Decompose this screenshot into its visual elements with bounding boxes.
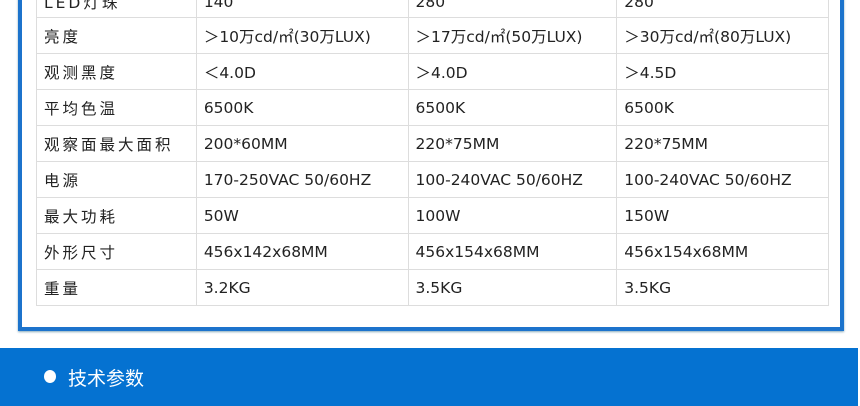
cell-value: 6500K <box>195 89 409 126</box>
spec-table: LED灯珠 140 280 280 亮度 ＞10万cd/㎡(30万LUX) ＞17万cd/㎡… <box>36 0 829 306</box>
cell-value: 150W <box>616 197 829 234</box>
table-row: 最大功耗 50W 100W 150W <box>36 197 829 234</box>
cell-value: 100-240VAC 50/60HZ <box>407 161 618 198</box>
table-row: 观察面最大面积 200*60MM 220*75MM 220*75MM <box>36 125 829 162</box>
cell-value: ＞30万cd/㎡(80万LUX) <box>616 17 829 54</box>
table-row: 外形尺寸 456x142x68MM 456x154x68MM 456x154x68MM <box>36 233 829 270</box>
cell-value: 170-250VAC 50/60HZ <box>195 161 409 198</box>
cell-value: 50W <box>195 197 409 234</box>
row-label: LED灯珠 <box>36 0 197 18</box>
table-row: 亮度 ＞10万cd/㎡(30万LUX) ＞17万cd/㎡(50万LUX) ＞30万cd… <box>36 17 829 54</box>
table-row: 重量 3.2KG 3.5KG 3.5KG <box>36 269 829 306</box>
row-label: 平均色温 <box>36 89 197 126</box>
table-row: LED灯珠 140 280 280 <box>36 0 829 18</box>
row-label: 最大功耗 <box>36 197 197 234</box>
cell-value: 280 <box>616 0 829 18</box>
cell-value: 456x142x68MM <box>195 233 409 270</box>
row-label: 观测黑度 <box>36 53 197 90</box>
cell-value: 100W <box>407 197 618 234</box>
cell-value: 100-240VAC 50/60HZ <box>616 161 829 198</box>
cell-value: ＜4.0D <box>195 53 409 90</box>
cell-value: 220*75MM <box>616 125 829 162</box>
row-label: 观察面最大面积 <box>36 125 197 162</box>
cell-value: 6500K <box>616 89 829 126</box>
cell-value: 3.5KG <box>616 269 829 306</box>
row-label: 外形尺寸 <box>36 233 197 270</box>
bullet-icon <box>44 370 56 383</box>
row-label: 电源 <box>36 161 197 198</box>
cell-value: 3.5KG <box>407 269 618 306</box>
row-label: 重量 <box>36 269 197 306</box>
cell-value: 3.2KG <box>195 269 409 306</box>
cell-value: 456x154x68MM <box>407 233 618 270</box>
row-label: 亮度 <box>36 17 197 54</box>
table-row: 平均色温 6500K 6500K 6500K <box>36 89 829 126</box>
section-banner: 技术参数 <box>0 348 858 406</box>
cell-value: 6500K <box>407 89 618 126</box>
section-title: 技术参数 <box>68 368 145 390</box>
table-row: 观测黑度 ＜4.0D ＞4.0D ＞4.5D <box>36 53 829 90</box>
cell-value: ＞17万cd/㎡(50万LUX) <box>407 17 618 54</box>
cell-value: 140 <box>195 0 409 18</box>
cell-value: ＞4.5D <box>616 53 829 90</box>
cell-value: ＞4.0D <box>407 53 618 90</box>
cell-value: 280 <box>407 0 618 18</box>
cell-value: 456x154x68MM <box>616 233 829 270</box>
cell-value: 200*60MM <box>195 125 409 162</box>
cell-value: ＞10万cd/㎡(30万LUX) <box>195 17 409 54</box>
cell-value: 220*75MM <box>407 125 618 162</box>
table-row: 电源 170-250VAC 50/60HZ 100-240VAC 50/60HZ 10… <box>36 161 829 198</box>
